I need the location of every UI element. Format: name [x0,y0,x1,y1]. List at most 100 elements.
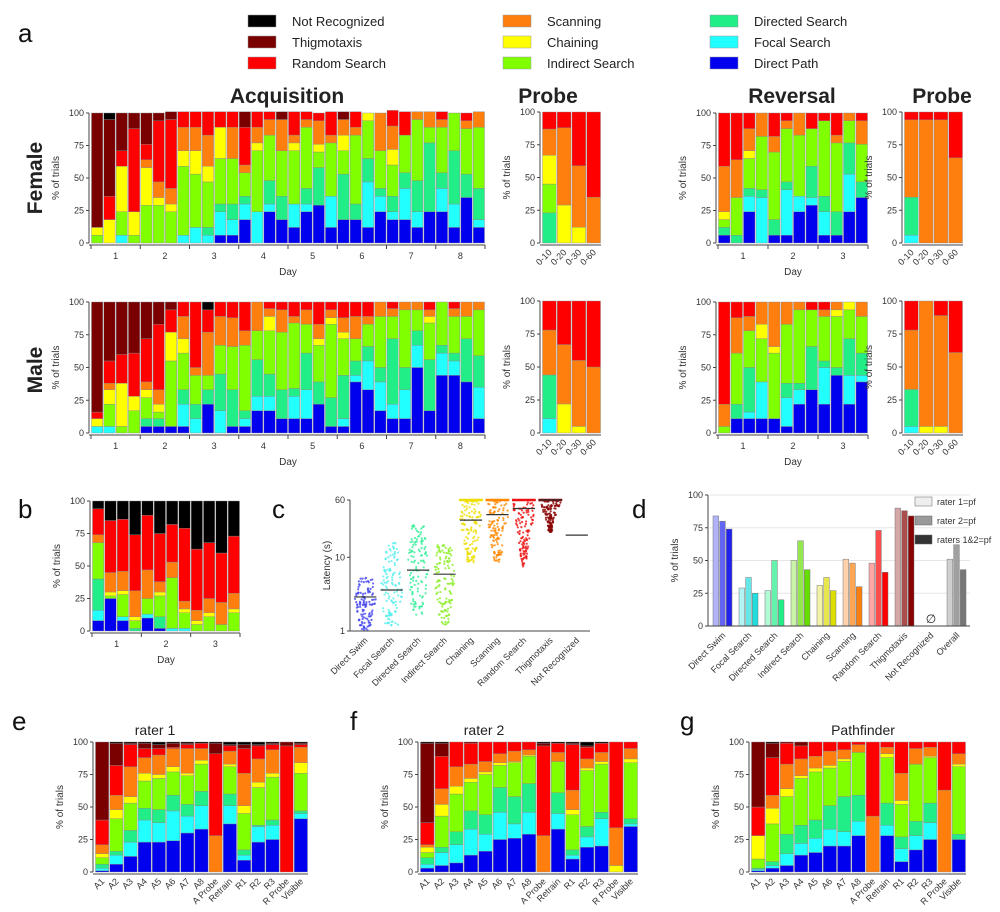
data-point [424,551,427,554]
data-point [493,506,497,509]
data-point [388,567,392,571]
bar-segment [822,741,837,752]
data-point [490,529,493,532]
bar-segment [718,219,731,228]
bar-segment [919,119,934,244]
bar-segment [237,805,251,814]
bar-segment [227,608,240,614]
bar-segment [818,234,831,244]
bar-segment [843,112,856,122]
null-symbol: ∅ [926,612,936,626]
data-point [477,502,480,505]
data-point [360,580,363,583]
data-point [495,559,498,562]
x-tick-label: 6 [359,251,364,261]
y-tick-label: 0 [892,238,897,248]
data-point [477,536,480,539]
data-point [443,562,446,565]
bar-segment [923,839,938,873]
data-point [559,501,562,504]
data-point [448,552,452,555]
bar-segment [880,753,895,758]
data-point [435,563,439,566]
bar-segment [237,748,251,774]
bar-segment [239,410,251,419]
data-point [465,514,469,517]
bar-segment [794,741,809,747]
bar-segment [202,234,214,244]
data-point [545,510,548,513]
bar-segment [189,403,202,419]
title-probe-1: Probe [518,85,578,108]
bar-segment [190,624,203,632]
bar-segment [904,300,919,331]
data-point [519,513,522,516]
bar [738,587,745,627]
data-point [423,536,426,540]
bar-segment [822,750,837,766]
bar-segment [194,741,209,744]
bar-segment [226,219,239,236]
bar-segment [399,309,411,368]
bar-segment [294,810,308,814]
data-point [519,554,523,558]
bar-segment [180,744,195,749]
bar-segment [522,756,536,784]
data-point [547,504,550,507]
bar-segment [542,418,557,434]
bar-segment [91,112,104,228]
data-point [471,540,475,543]
bar-segment [103,301,116,362]
bar-segment [794,854,809,873]
bar-segment [580,847,595,873]
bar-segment [571,426,586,434]
bar-segment [214,316,227,346]
bar-segment [104,520,117,573]
bar-segment [166,748,180,767]
bar-segment [386,316,399,339]
data-point [434,587,437,590]
bar-segment [843,120,856,144]
bar-segment [565,809,580,815]
bar-segment [808,767,823,773]
data-point [501,544,504,547]
data-point [359,601,362,604]
data-point [391,576,394,579]
bar-segment [263,410,276,434]
bar-segment [571,165,586,228]
x-tick-label: 8 [458,441,463,451]
data-point [357,588,360,591]
bar-segment [337,375,350,419]
data-point [386,617,390,620]
data-point [472,530,475,533]
bar-segment [178,608,191,614]
data-point [368,600,371,603]
data-point [444,608,447,612]
bar-segment [128,112,140,129]
data-point [413,583,416,586]
bar-segment [103,112,116,120]
y-tick-label: 100 [73,737,88,747]
bar-segment [177,352,190,390]
bar-segment [565,789,580,810]
y-tick-label: 50 [525,173,535,183]
y-tick-label: 25 [887,395,897,405]
data-point [519,553,522,556]
legend-swatch [502,14,532,28]
data-point [389,554,392,557]
bar-segment [755,418,768,434]
x-tick-label: A7 [504,876,519,891]
x-tick-label: 3 [212,441,217,451]
data-point [498,508,501,511]
bar-segment [152,120,165,183]
y-tick-label: 75 [403,770,413,780]
bar-segment [448,227,461,244]
bar-segment [95,844,109,855]
bar-segment [830,301,843,311]
data-point [361,613,365,616]
data-point [463,539,466,542]
bar-segment [177,403,190,427]
data-point [424,587,427,590]
